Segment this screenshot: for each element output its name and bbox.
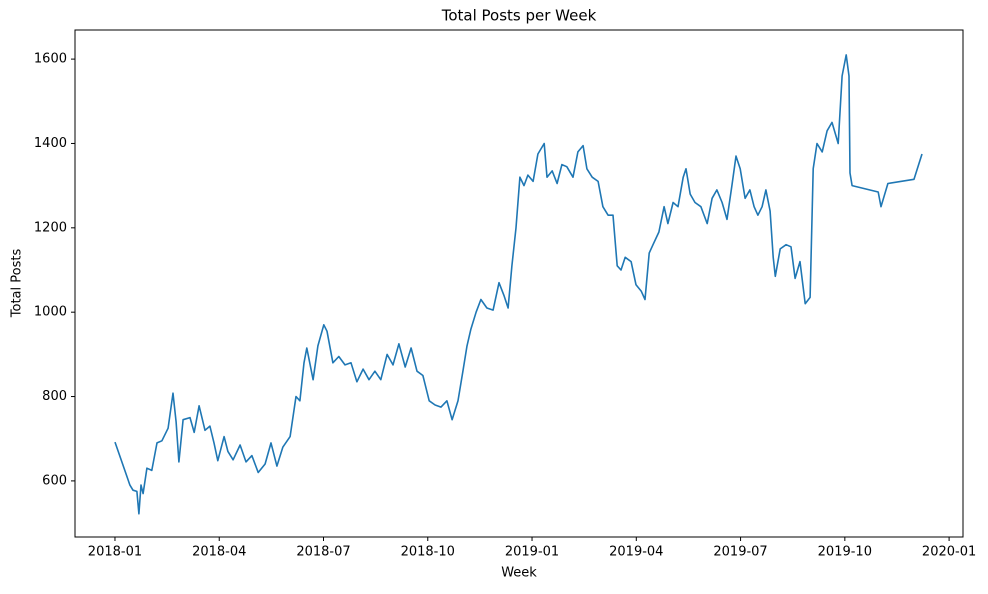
x-tick-label: 2019-07 bbox=[713, 545, 767, 560]
x-tick-label: 2019-10 bbox=[818, 545, 872, 560]
x-tick-label: 2018-04 bbox=[192, 545, 246, 560]
x-tick-label: 2018-01 bbox=[88, 545, 142, 560]
x-tick-label: 2020-01 bbox=[922, 545, 976, 560]
y-axis-label: Total Posts bbox=[10, 249, 25, 319]
data-line bbox=[114, 54, 923, 515]
x-tick-label: 2018-10 bbox=[401, 545, 455, 560]
x-axis-label: Week bbox=[501, 566, 537, 581]
x-tick-label: 2018-07 bbox=[296, 545, 350, 560]
y-tick-label: 1000 bbox=[34, 305, 67, 320]
y-tick-label: 1400 bbox=[34, 136, 67, 151]
y-tick-label: 1600 bbox=[34, 52, 67, 67]
chart-title: Total Posts per Week bbox=[441, 7, 597, 25]
x-tick-label: 2019-01 bbox=[505, 545, 559, 560]
plot-frame bbox=[74, 29, 964, 538]
y-tick-label: 800 bbox=[42, 389, 67, 404]
x-tick-label: 2019-04 bbox=[609, 545, 663, 560]
y-tick-label: 1200 bbox=[34, 220, 67, 235]
y-tick-label: 600 bbox=[42, 473, 67, 488]
